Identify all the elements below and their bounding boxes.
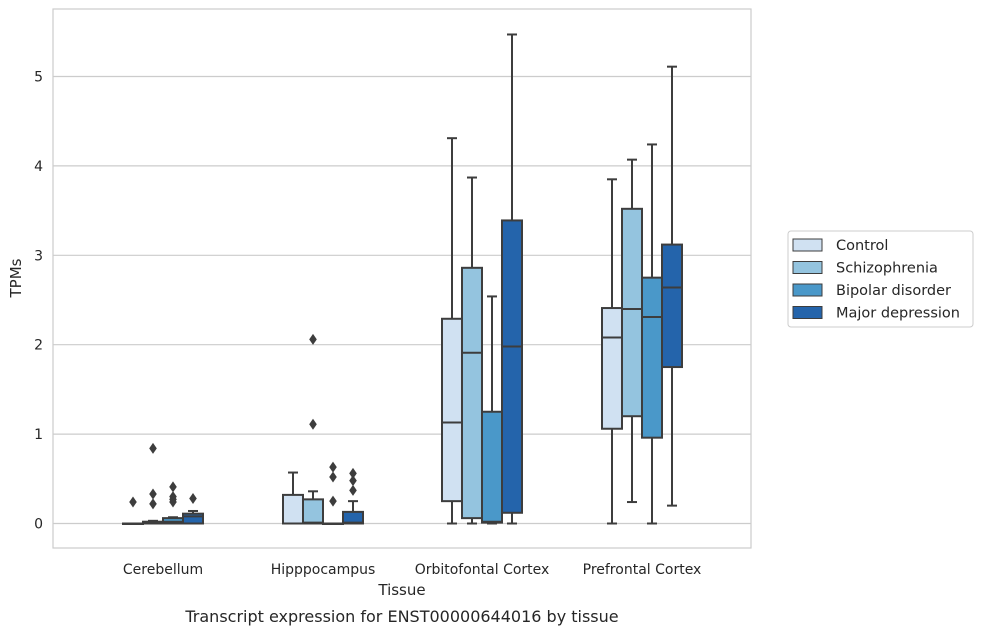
box-iqr — [441, 317, 463, 503]
x-tick-label-0: Cerebellum — [123, 562, 203, 578]
box-3-2 — [501, 33, 523, 525]
legend-frame — [787, 230, 974, 328]
outlier-point-1 — [349, 475, 357, 487]
x-tick-label-1: Hipppocampus — [271, 562, 376, 578]
y-axis-title: TPMs — [7, 258, 25, 298]
legend: Control Schizophrenia Bipolar disorder Majo… — [787, 230, 974, 328]
legend-label-0: Control — [836, 238, 888, 254]
y-tick-label-5: 5 — [34, 70, 43, 86]
box-iqr — [641, 276, 663, 439]
figure-caption: Transcript expression for ENST0000064401… — [184, 607, 618, 626]
outlier-point-2 — [149, 498, 157, 510]
box-iqr — [661, 243, 683, 369]
outlier-point-0 — [149, 442, 157, 454]
x-tick-labels: Cerebellum Hipppocampus Orbitofontal Corte… — [123, 562, 701, 578]
box-0-0 — [122, 496, 144, 525]
outlier-point-3 — [169, 496, 177, 508]
box-iqr — [461, 266, 483, 520]
y-tick-labels: 0 1 2 3 4 5 — [34, 70, 43, 533]
plot-frame — [52, 8, 752, 549]
outlier-point-2 — [349, 484, 357, 496]
y-tick-label-2: 2 — [34, 338, 43, 354]
box-0-1 — [282, 471, 304, 525]
box-iqr — [501, 219, 523, 514]
box-3-3 — [661, 65, 683, 507]
x-axis-title: Tissue — [377, 581, 425, 599]
outlier-point-0 — [309, 333, 317, 345]
box-iqr — [282, 493, 304, 525]
outlier-point-0 — [169, 481, 177, 493]
box-1-2 — [461, 176, 483, 525]
box-2-2 — [481, 295, 503, 525]
legend-swatch-1 — [792, 261, 823, 274]
legend-label-1: Schizophrenia — [836, 261, 938, 277]
legend-swatch-0 — [792, 238, 823, 252]
x-tick-label-2: Orbitofontal Cortex — [415, 562, 550, 578]
box-iqr — [302, 498, 324, 525]
outlier-point-1 — [329, 471, 337, 483]
box-0-2 — [441, 137, 463, 525]
x-tick-label-3: Prefrontal Cortex — [583, 562, 702, 578]
outlier-point-1 — [309, 418, 317, 430]
boxes-layer — [122, 33, 683, 525]
box-3-1 — [342, 467, 364, 525]
legend-swatch-2 — [792, 283, 823, 297]
outlier-point-2 — [329, 495, 337, 507]
outlier-point-1 — [149, 488, 157, 500]
box-2-3 — [641, 143, 663, 525]
legend-label-3: Major depression — [836, 306, 960, 322]
box-1-3 — [621, 158, 643, 504]
outlier-point-0 — [129, 496, 137, 508]
box-iqr — [481, 410, 503, 524]
y-tick-label-1: 1 — [34, 427, 43, 443]
box-2-1 — [322, 461, 344, 525]
y-tick-label-4: 4 — [34, 159, 43, 175]
box-1-0 — [142, 442, 164, 525]
box-3-0 — [182, 492, 204, 525]
y-tick-label-0: 0 — [34, 517, 43, 533]
legend-label-2: Bipolar disorder — [836, 283, 951, 299]
outlier-point-0 — [329, 461, 337, 473]
box-iqr — [601, 307, 623, 430]
outlier-point-0 — [189, 492, 197, 504]
y-tick-label-3: 3 — [34, 248, 43, 264]
box-iqr — [621, 207, 643, 418]
box-iqr — [182, 512, 204, 525]
legend-swatch-3 — [792, 306, 823, 319]
outlier-point-0 — [349, 467, 357, 479]
box-1-1 — [302, 333, 324, 525]
